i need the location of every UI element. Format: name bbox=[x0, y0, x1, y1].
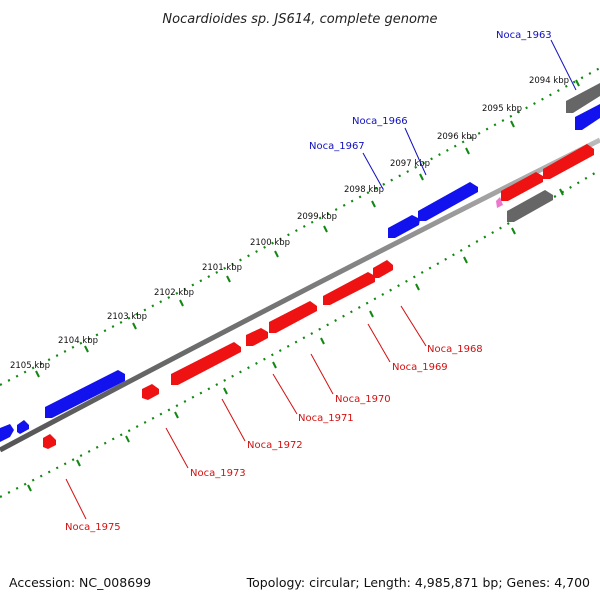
gene-label[interactable]: Noca_1975 bbox=[65, 522, 121, 533]
scale-label: 2105 kbp bbox=[10, 361, 50, 371]
major-ticks-inner bbox=[27, 188, 564, 492]
scale-label: 2098 kbp bbox=[344, 185, 384, 195]
gene-label[interactable]: Noca_1966 bbox=[352, 116, 408, 127]
scale-label: 2103 kbp bbox=[107, 312, 147, 322]
label-leaders bbox=[65, 39, 577, 520]
feature-arrow[interactable] bbox=[566, 83, 600, 113]
scale-label: 2102 kbp bbox=[154, 288, 194, 298]
gene-arrow[interactable] bbox=[373, 260, 393, 278]
forward-genes bbox=[0, 104, 600, 442]
gene-label[interactable]: Noca_1963 bbox=[496, 30, 552, 41]
scale-label: 2094 kbp bbox=[529, 76, 569, 86]
feature-arrow[interactable] bbox=[507, 190, 553, 222]
genome-info-text: Topology: circular; Length: 4,985,871 bp… bbox=[246, 575, 590, 590]
accession-text: Accession: NC_008699 bbox=[9, 575, 151, 590]
gene-arrow[interactable] bbox=[543, 144, 594, 179]
scale-label: 2099 kbp bbox=[297, 212, 337, 222]
major-ticks-outer bbox=[35, 79, 580, 378]
gene-arrow[interactable] bbox=[323, 272, 375, 305]
genome-backbone bbox=[0, 137, 600, 453]
gene-label[interactable]: Noca_1970 bbox=[335, 394, 391, 405]
gene-label[interactable]: Noca_1967 bbox=[309, 141, 365, 152]
gene-arrow[interactable] bbox=[171, 342, 241, 385]
scale-label: 2097 kbp bbox=[390, 159, 430, 169]
scale-label: 2101 kbp bbox=[202, 263, 242, 273]
gene-arrow[interactable] bbox=[418, 182, 478, 221]
gene-label[interactable]: Noca_1969 bbox=[392, 362, 448, 373]
gene-label[interactable]: Noca_1972 bbox=[247, 440, 303, 451]
gene-arrow[interactable] bbox=[246, 328, 268, 346]
scale-label: 2100 kbp bbox=[250, 238, 290, 248]
scale-label: 2104 kbp bbox=[58, 336, 98, 346]
gene-arrow[interactable] bbox=[575, 104, 600, 130]
gene-arrow[interactable] bbox=[501, 172, 543, 201]
gene-label[interactable]: Noca_1971 bbox=[298, 413, 354, 424]
gene-arrow[interactable] bbox=[142, 384, 159, 400]
gene-arrow[interactable] bbox=[45, 370, 125, 418]
reverse-genes bbox=[43, 144, 594, 449]
map-title: Nocardioides sp. JS614, complete genome bbox=[162, 12, 437, 27]
scale-label: 2095 kbp bbox=[482, 104, 522, 114]
gene-arrow[interactable] bbox=[388, 215, 420, 238]
gene-arrow[interactable] bbox=[43, 434, 56, 449]
other-features bbox=[507, 83, 600, 222]
gene-label[interactable]: Noca_1973 bbox=[190, 468, 246, 479]
gene-label[interactable]: Noca_1968 bbox=[427, 344, 483, 355]
misc-feature[interactable] bbox=[496, 197, 503, 208]
scale-label: 2096 kbp bbox=[437, 132, 477, 142]
gene-arrow[interactable] bbox=[0, 424, 14, 442]
gene-arrow[interactable] bbox=[17, 420, 29, 434]
gene-arrow[interactable] bbox=[269, 301, 317, 333]
